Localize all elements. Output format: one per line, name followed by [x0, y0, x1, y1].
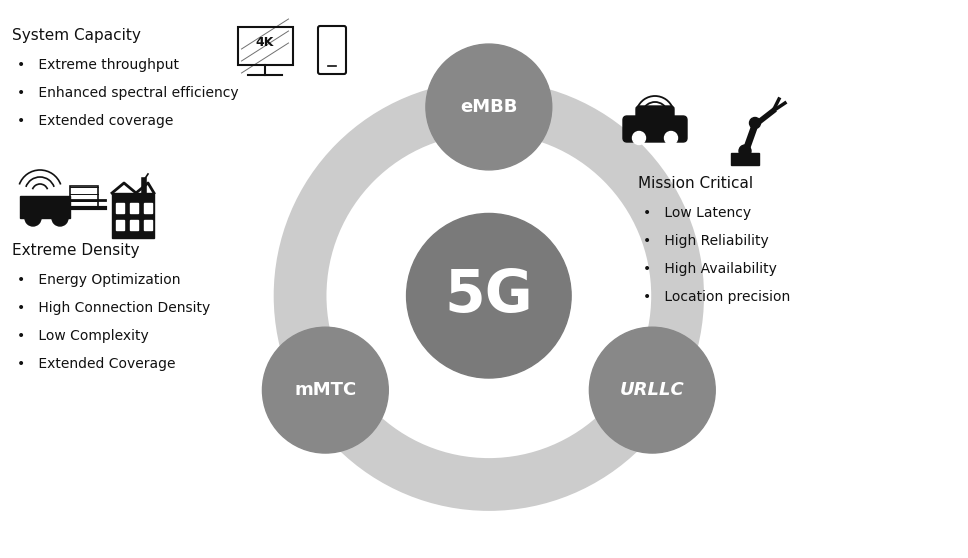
Circle shape	[262, 327, 388, 453]
Text: mMTC: mMTC	[294, 381, 356, 399]
Text: 5G: 5G	[444, 267, 533, 324]
Bar	[116, 203, 124, 213]
Circle shape	[25, 210, 41, 226]
Circle shape	[52, 210, 68, 226]
Circle shape	[664, 132, 678, 145]
Text: Extreme Density: Extreme Density	[12, 243, 139, 258]
Text: eMBB: eMBB	[460, 98, 518, 116]
Circle shape	[590, 327, 715, 453]
Bar	[144, 203, 152, 213]
Bar	[130, 220, 138, 230]
Circle shape	[749, 118, 761, 128]
Text: URLLC: URLLC	[620, 381, 684, 399]
Circle shape	[632, 132, 646, 145]
Circle shape	[426, 44, 552, 170]
FancyBboxPatch shape	[636, 106, 674, 126]
Text: •   Low Latency: • Low Latency	[643, 206, 751, 220]
Bar	[116, 220, 124, 230]
Bar	[130, 203, 138, 213]
Bar	[20, 196, 70, 218]
Text: •   High Availability: • High Availability	[643, 262, 777, 276]
Text: •   Enhanced spectral efficiency: • Enhanced spectral efficiency	[17, 86, 239, 100]
FancyBboxPatch shape	[623, 116, 687, 142]
Text: •   Energy Optimization: • Energy Optimization	[17, 273, 180, 287]
Text: 4K: 4K	[256, 36, 274, 49]
Text: •   High Connection Density: • High Connection Density	[17, 301, 210, 315]
Bar	[237, 27, 292, 65]
Circle shape	[407, 214, 571, 378]
Text: •   Extended coverage: • Extended coverage	[17, 114, 173, 128]
Circle shape	[739, 145, 751, 157]
Bar	[144, 220, 152, 230]
Text: System Capacity: System Capacity	[12, 28, 141, 43]
Text: •   Extreme throughput: • Extreme throughput	[17, 58, 179, 72]
Bar	[70, 186, 98, 208]
Text: •   Location precision: • Location precision	[643, 290, 790, 304]
Text: •   High Reliability: • High Reliability	[643, 234, 769, 248]
Text: •   Extended Coverage: • Extended Coverage	[17, 357, 175, 371]
Bar	[112, 193, 154, 238]
Text: Mission Critical: Mission Critical	[638, 176, 753, 191]
Text: •   Low Complexity: • Low Complexity	[17, 329, 149, 343]
Bar	[731, 153, 759, 165]
